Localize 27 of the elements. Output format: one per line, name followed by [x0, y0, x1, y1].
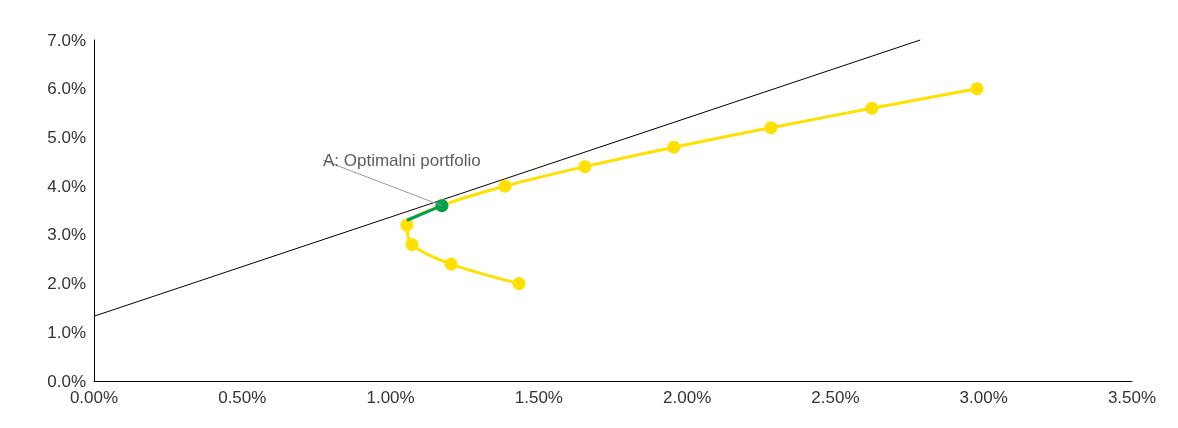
x-tick-label: 3.00% — [959, 388, 1008, 407]
point — [764, 121, 778, 135]
y-tick-label: 6.0% — [47, 79, 86, 99]
x-tick-label: 2.00% — [663, 388, 712, 407]
annotation: A: Optimalni portfolio — [322, 150, 481, 170]
x-tick-label: 2.50% — [811, 388, 860, 407]
point — [865, 101, 879, 115]
x-tick-label: 1.50% — [514, 388, 563, 407]
point — [400, 218, 414, 232]
point — [405, 238, 419, 252]
y-tick-label: 0.0% — [47, 371, 86, 391]
point — [444, 257, 458, 271]
point — [512, 277, 526, 291]
point — [667, 140, 681, 154]
x-tick-label: 0.00% — [69, 388, 119, 407]
y-tick-label: 1.0% — [47, 322, 86, 342]
y-tick-label: 3.0% — [47, 225, 86, 245]
point — [498, 179, 512, 193]
x-tick-label: 0.50% — [218, 388, 267, 407]
y-tick-label: 4.0% — [47, 176, 86, 196]
y-tick-label: 2.0% — [47, 274, 86, 294]
y-tick-label: 5.0% — [47, 127, 86, 147]
x-tick-label: 3.50% — [1107, 388, 1157, 407]
point — [578, 160, 592, 174]
y-tick-label: 7.0% — [47, 30, 86, 50]
x-tick-label: 1.00% — [366, 388, 415, 407]
point — [970, 82, 984, 96]
